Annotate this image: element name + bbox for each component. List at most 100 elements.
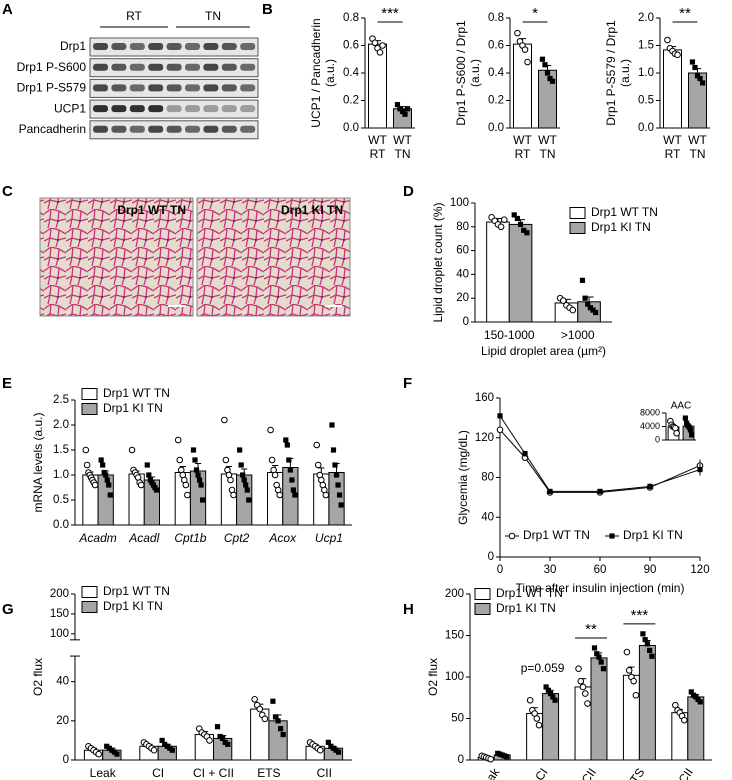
blot-band bbox=[221, 43, 237, 50]
blot-label: Pancadherin bbox=[19, 122, 86, 136]
y-tick-label: 8000 bbox=[640, 407, 660, 417]
data-point bbox=[280, 731, 286, 738]
y-tick-label: 80 bbox=[456, 221, 469, 233]
x-tick-label: CI bbox=[532, 766, 550, 780]
data-point bbox=[82, 446, 90, 454]
data-point bbox=[237, 447, 243, 453]
blot-band bbox=[203, 125, 219, 133]
data-point bbox=[590, 307, 596, 313]
data-point bbox=[552, 697, 558, 703]
x-tick-label: 30 bbox=[544, 564, 557, 576]
data-point bbox=[238, 462, 244, 468]
data-point bbox=[625, 667, 633, 674]
data-point bbox=[106, 482, 112, 488]
y-axis-label: (a.u.) bbox=[323, 59, 337, 87]
data-point bbox=[268, 456, 276, 464]
y-tick-label: 0.4 bbox=[488, 67, 505, 79]
data-point bbox=[549, 78, 556, 84]
line bbox=[499, 415, 701, 492]
data-point bbox=[402, 111, 408, 117]
data-point bbox=[153, 487, 160, 493]
data-point bbox=[687, 427, 693, 433]
data-point bbox=[371, 39, 379, 47]
data-point bbox=[225, 741, 231, 747]
data-point bbox=[98, 457, 104, 463]
x-tick-label: Cpt1b bbox=[174, 531, 206, 545]
legend-swatch bbox=[81, 388, 98, 400]
blot-band bbox=[129, 105, 145, 113]
data-point bbox=[91, 481, 99, 489]
data-point bbox=[689, 432, 695, 438]
data-point bbox=[642, 637, 648, 643]
data-point bbox=[290, 487, 297, 493]
data-point bbox=[649, 653, 655, 659]
data-point bbox=[533, 715, 541, 722]
blot-band bbox=[166, 125, 182, 133]
blot-band bbox=[240, 43, 256, 50]
data-point bbox=[673, 429, 680, 437]
y-tick-label: 2.5 bbox=[53, 394, 69, 406]
x-tick-label: WT bbox=[538, 133, 557, 147]
y-tick-label: 40 bbox=[481, 511, 494, 523]
blot-band bbox=[166, 63, 182, 71]
data-point bbox=[195, 472, 201, 478]
data-point bbox=[200, 497, 206, 503]
data-point bbox=[330, 447, 337, 453]
x-tick-label: Acox bbox=[268, 531, 297, 545]
data-point bbox=[322, 491, 330, 499]
y-tick-label: 0.6 bbox=[343, 40, 359, 52]
data-point bbox=[146, 472, 152, 478]
y-tick-label: 0 bbox=[655, 434, 660, 444]
data-point bbox=[500, 216, 508, 223]
data-point bbox=[524, 58, 531, 66]
data-point bbox=[376, 49, 384, 56]
legend-swatch bbox=[81, 586, 98, 598]
y-tick-label: 120 bbox=[475, 432, 494, 444]
data-point bbox=[100, 462, 106, 468]
bar bbox=[574, 686, 592, 761]
bar bbox=[486, 221, 510, 323]
data-point bbox=[169, 747, 175, 753]
data-point bbox=[283, 437, 289, 443]
blot-band bbox=[221, 84, 237, 92]
data-point bbox=[95, 750, 102, 758]
blot-band bbox=[221, 125, 237, 133]
y-axis-label: Glycemia (mg/dL) bbox=[456, 430, 470, 525]
data-point bbox=[240, 472, 246, 478]
blot-label: Drp1 P-S600 bbox=[17, 60, 87, 74]
blot-band bbox=[240, 125, 256, 133]
data-point bbox=[504, 754, 510, 760]
blot-band bbox=[166, 84, 182, 92]
x-tick-label: WT bbox=[513, 133, 532, 147]
x-tick-label: Acadm bbox=[78, 531, 116, 545]
data-point bbox=[630, 677, 637, 685]
data-point bbox=[550, 694, 556, 700]
y-tick-label: 0 bbox=[488, 551, 494, 563]
data-point bbox=[674, 51, 681, 59]
group-label: RT bbox=[126, 9, 142, 23]
data-point bbox=[182, 481, 190, 489]
panel-letter: E bbox=[2, 375, 12, 392]
x-tick-label: WT bbox=[393, 133, 412, 147]
y-tick-label: 4000 bbox=[640, 421, 660, 431]
x-tick-label: Leak bbox=[90, 766, 117, 780]
legend-label: Drp1 KI TN bbox=[103, 599, 163, 613]
data-point bbox=[246, 497, 252, 503]
data-point bbox=[379, 42, 386, 49]
x-tick-label: TN bbox=[690, 147, 706, 161]
blot-band bbox=[129, 43, 145, 50]
y-tick-label: 1.5 bbox=[638, 40, 654, 52]
blot-band bbox=[93, 105, 108, 113]
y-tick-label: 200 bbox=[445, 588, 464, 600]
data-point bbox=[287, 467, 293, 473]
y-tick-label: 60 bbox=[456, 245, 469, 257]
data-point bbox=[496, 426, 504, 434]
data-point bbox=[585, 301, 591, 307]
legend-swatch bbox=[474, 588, 491, 600]
data-point bbox=[539, 56, 546, 62]
data-point bbox=[230, 491, 237, 499]
histology-image bbox=[196, 197, 351, 317]
x-tick-label: ETS bbox=[623, 766, 648, 780]
panel-letter: C bbox=[2, 183, 13, 200]
